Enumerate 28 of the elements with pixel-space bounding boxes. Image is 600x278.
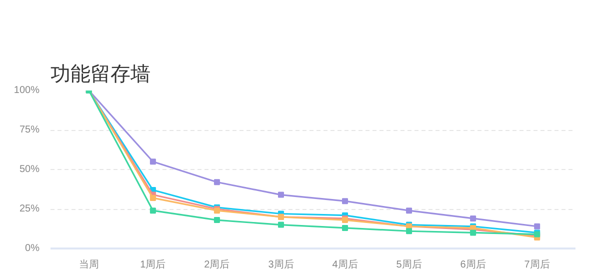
point	[278, 222, 284, 228]
x-tick-label: 5周后	[396, 258, 422, 270]
y-tick-label: 25%	[19, 204, 40, 214]
point	[150, 208, 156, 214]
x-tick-label: 7周后	[524, 258, 550, 270]
y-tick-label: 75%	[19, 124, 40, 136]
chart-title: 功能留存墙	[50, 62, 150, 86]
x-tick-label: 1周后	[140, 258, 166, 270]
x-tick-label: 6周后	[460, 258, 486, 270]
y-tick-label: 0%	[25, 243, 40, 254]
point	[278, 192, 284, 198]
point	[534, 223, 540, 230]
point	[150, 158, 156, 165]
x-tick-label: 2周后	[204, 258, 230, 270]
x-tick-label: 当周	[78, 258, 99, 270]
y-tick-label: 100%	[14, 85, 40, 96]
point	[470, 215, 476, 222]
x-tick-label: 3周后	[268, 258, 294, 270]
point	[406, 228, 412, 234]
point	[150, 194, 156, 201]
y-tick-label: 50%	[19, 164, 40, 175]
point	[342, 224, 348, 231]
x-tick-label: 4周后	[332, 258, 358, 270]
point	[214, 217, 220, 224]
point	[406, 208, 412, 214]
point	[342, 198, 348, 204]
point	[470, 230, 476, 236]
point	[214, 179, 220, 186]
